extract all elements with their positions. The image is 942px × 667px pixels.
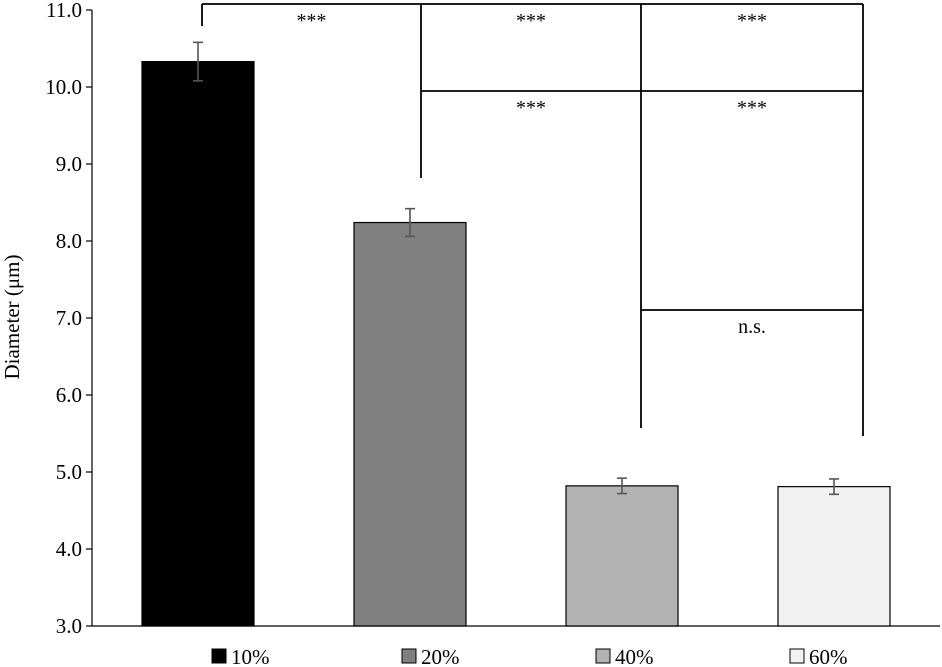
legend-label: 40% [615,645,654,667]
significance-label: *** [516,97,546,119]
y-tick-label: 4.0 [56,537,82,561]
legend-label: 60% [809,645,848,667]
significance-label: *** [737,97,767,119]
y-tick-label: 9.0 [56,152,82,176]
significance-label: *** [297,10,327,32]
significance-label: *** [516,10,546,32]
significance-brackets: *** *** *** *** *** n.s. [201,3,864,436]
legend: 10% 20% 40% 60% [211,645,848,667]
legend-label: 20% [421,645,460,667]
legend-swatch [211,648,227,664]
legend-swatch [401,648,417,664]
y-tick-label: 3.0 [56,614,82,638]
legend-swatch [789,648,805,664]
y-axis: 3.0 4.0 5.0 6.0 7.0 8.0 9.0 10.0 11.0 [45,0,940,638]
y-tick-label: 8.0 [56,229,82,253]
y-axis-title: Diameter (μm) [0,255,24,380]
bar-40pct [565,485,679,627]
y-tick-label: 6.0 [56,383,82,407]
bar-20pct [353,221,467,627]
bar-10pct [141,60,255,627]
significance-label: *** [737,10,767,32]
y-tick-label: 10.0 [45,75,82,99]
legend-swatch [595,648,611,664]
bars [141,41,891,627]
y-tick-label: 11.0 [46,0,82,22]
y-tick-label: 7.0 [56,306,82,330]
y-tick-label: 5.0 [56,460,82,484]
legend-label: 10% [231,645,270,667]
bar-60pct [777,486,891,627]
significance-label: n.s. [738,316,766,338]
